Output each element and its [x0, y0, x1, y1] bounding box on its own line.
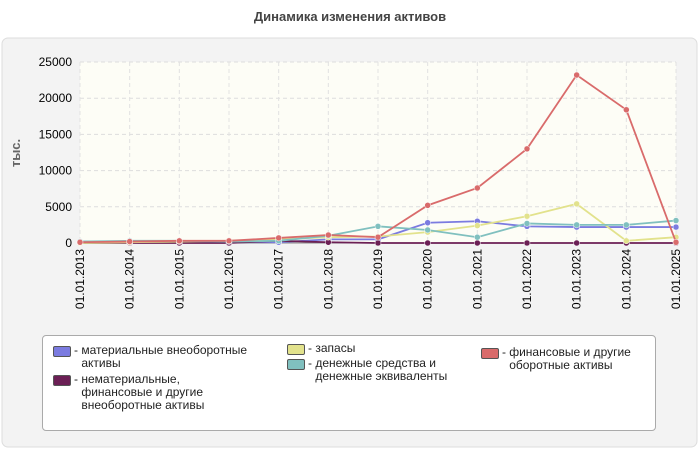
point: [176, 237, 183, 245]
legend-label: денежные средства и денежные эквиваленты: [315, 356, 448, 383]
point: [474, 233, 481, 241]
point: [424, 219, 431, 226]
point: [523, 145, 531, 153]
legend-dash: -: [74, 343, 82, 357]
x-tick-label: 01.01.2015: [172, 249, 186, 309]
x-tick-label: 01.01.2021: [470, 249, 484, 309]
point: [523, 239, 531, 247]
point: [424, 202, 431, 209]
point: [573, 71, 580, 79]
x-tick-label: 01.01.2017: [272, 249, 286, 309]
legend-label: финансовые и другие оборотные активы: [509, 345, 631, 372]
point: [573, 221, 580, 229]
legend-swatch: [53, 375, 71, 386]
legend-dash: -: [308, 341, 316, 355]
point: [374, 223, 382, 230]
point: [573, 200, 580, 208]
x-tick-label: 01.01.2019: [371, 249, 385, 309]
legend-swatch: [53, 346, 71, 357]
legend-dash: -: [74, 372, 82, 386]
y-tick-label: 20000: [39, 91, 73, 105]
point: [523, 212, 531, 220]
plot-area: [80, 62, 676, 243]
point: [374, 233, 382, 241]
legend: - материальные внеоборотные активы - нема…: [42, 335, 656, 431]
legend-item: - финансовые и другие оборотные активы: [481, 346, 666, 372]
legend-item: - денежные средства и денежные эквивален…: [287, 357, 480, 383]
point: [573, 239, 580, 247]
point: [672, 223, 680, 231]
point: [275, 234, 282, 242]
point: [126, 238, 133, 245]
x-tick-label: 01.01.2016: [222, 249, 236, 309]
point: [523, 220, 531, 227]
x-tick-label: 01.01.2023: [570, 249, 584, 309]
legend-swatch: [481, 348, 499, 359]
point: [374, 239, 382, 247]
point: [474, 222, 481, 229]
x-tick-label: 01.01.2013: [73, 249, 87, 309]
y-tick-label: 0: [65, 236, 72, 250]
legend-label: материальные внеоборотные активы: [81, 343, 248, 370]
point: [672, 239, 680, 246]
point: [424, 226, 431, 234]
legend-swatch: [287, 344, 305, 355]
point: [225, 237, 233, 245]
point: [474, 184, 481, 192]
point: [474, 239, 481, 247]
legend-label: нематериальные, финансовые и другие внео…: [81, 372, 205, 412]
y-tick-label: 15000: [39, 127, 73, 141]
y-tick-label: 10000: [39, 164, 73, 178]
point: [672, 217, 680, 224]
point: [76, 239, 84, 246]
x-tick-label: 01.01.2025: [669, 249, 683, 309]
x-tick-label: 01.01.2014: [123, 249, 137, 309]
legend-item: - материальные внеоборотные активы: [53, 344, 251, 370]
legend-dash: -: [502, 345, 506, 372]
x-tick-label: 01.01.2020: [421, 249, 435, 309]
legend-item: - нематериальные, финансовые и другие вн…: [53, 373, 251, 412]
x-tick-label: 01.01.2022: [520, 249, 534, 309]
legend-dash: -: [308, 356, 316, 370]
point: [623, 237, 630, 245]
y-tick-label: 5000: [45, 200, 72, 214]
point: [424, 239, 431, 247]
x-tick-label: 01.01.2024: [619, 249, 633, 309]
chart-title: Динамика изменения активов: [254, 9, 446, 24]
point: [623, 106, 630, 114]
legend-label: запасы: [315, 341, 356, 355]
y-axis-label: тыс.: [8, 139, 23, 167]
x-tick-label: 01.01.2018: [321, 249, 335, 309]
point: [325, 231, 332, 239]
legend-swatch: [287, 359, 305, 370]
legend-item: - запасы: [287, 342, 480, 355]
y-tick-label: 25000: [39, 55, 73, 69]
point: [623, 221, 630, 229]
